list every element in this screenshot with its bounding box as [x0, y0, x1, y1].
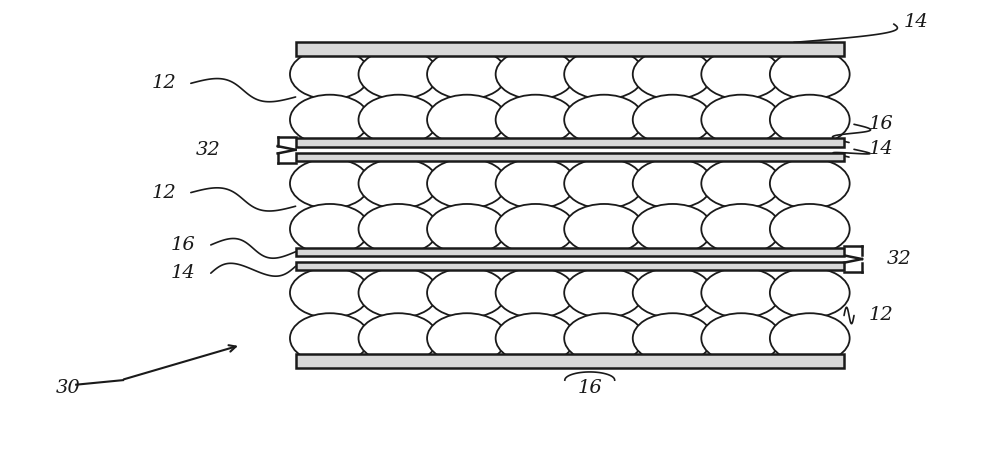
Ellipse shape	[564, 158, 644, 208]
Ellipse shape	[770, 49, 850, 99]
Text: 16: 16	[577, 379, 602, 398]
Ellipse shape	[701, 204, 781, 254]
Ellipse shape	[290, 95, 370, 145]
Ellipse shape	[564, 95, 644, 145]
Bar	[296, 42, 844, 56]
Ellipse shape	[427, 158, 507, 208]
Ellipse shape	[701, 49, 781, 99]
Ellipse shape	[359, 49, 438, 99]
Text: 12: 12	[151, 184, 176, 202]
Ellipse shape	[427, 49, 507, 99]
Ellipse shape	[564, 313, 644, 363]
Bar	[296, 262, 844, 270]
Text: 16: 16	[171, 236, 196, 254]
Ellipse shape	[770, 267, 850, 318]
Ellipse shape	[564, 267, 644, 318]
Text: 32: 32	[196, 141, 221, 159]
Ellipse shape	[633, 267, 713, 318]
Ellipse shape	[564, 204, 644, 254]
Ellipse shape	[290, 313, 370, 363]
Ellipse shape	[359, 95, 438, 145]
Ellipse shape	[633, 204, 713, 254]
Ellipse shape	[496, 204, 575, 254]
Ellipse shape	[359, 313, 438, 363]
Ellipse shape	[633, 313, 713, 363]
Ellipse shape	[564, 49, 644, 99]
Ellipse shape	[290, 49, 370, 99]
Ellipse shape	[359, 204, 438, 254]
Ellipse shape	[496, 158, 575, 208]
Ellipse shape	[290, 158, 370, 208]
Text: 14: 14	[904, 13, 929, 31]
Ellipse shape	[359, 267, 438, 318]
Ellipse shape	[496, 95, 575, 145]
Ellipse shape	[701, 158, 781, 208]
Text: 12: 12	[151, 74, 176, 93]
Text: 14: 14	[869, 140, 894, 158]
Ellipse shape	[359, 158, 438, 208]
Ellipse shape	[701, 95, 781, 145]
Ellipse shape	[427, 95, 507, 145]
Bar	[296, 138, 844, 147]
Bar	[296, 354, 844, 368]
Ellipse shape	[701, 267, 781, 318]
Ellipse shape	[770, 204, 850, 254]
Ellipse shape	[770, 313, 850, 363]
Ellipse shape	[496, 267, 575, 318]
Ellipse shape	[427, 267, 507, 318]
Ellipse shape	[770, 158, 850, 208]
Ellipse shape	[633, 158, 713, 208]
Text: 16: 16	[869, 115, 894, 133]
Bar	[296, 248, 844, 256]
Ellipse shape	[427, 204, 507, 254]
Ellipse shape	[427, 313, 507, 363]
Text: 14: 14	[171, 264, 196, 282]
Ellipse shape	[701, 313, 781, 363]
Ellipse shape	[496, 313, 575, 363]
Bar	[296, 153, 844, 161]
Ellipse shape	[290, 204, 370, 254]
Text: 32: 32	[887, 250, 912, 268]
Ellipse shape	[633, 95, 713, 145]
Ellipse shape	[496, 49, 575, 99]
Ellipse shape	[290, 267, 370, 318]
Text: 12: 12	[869, 306, 894, 324]
Ellipse shape	[633, 49, 713, 99]
Text: 30: 30	[56, 379, 81, 398]
Ellipse shape	[770, 95, 850, 145]
